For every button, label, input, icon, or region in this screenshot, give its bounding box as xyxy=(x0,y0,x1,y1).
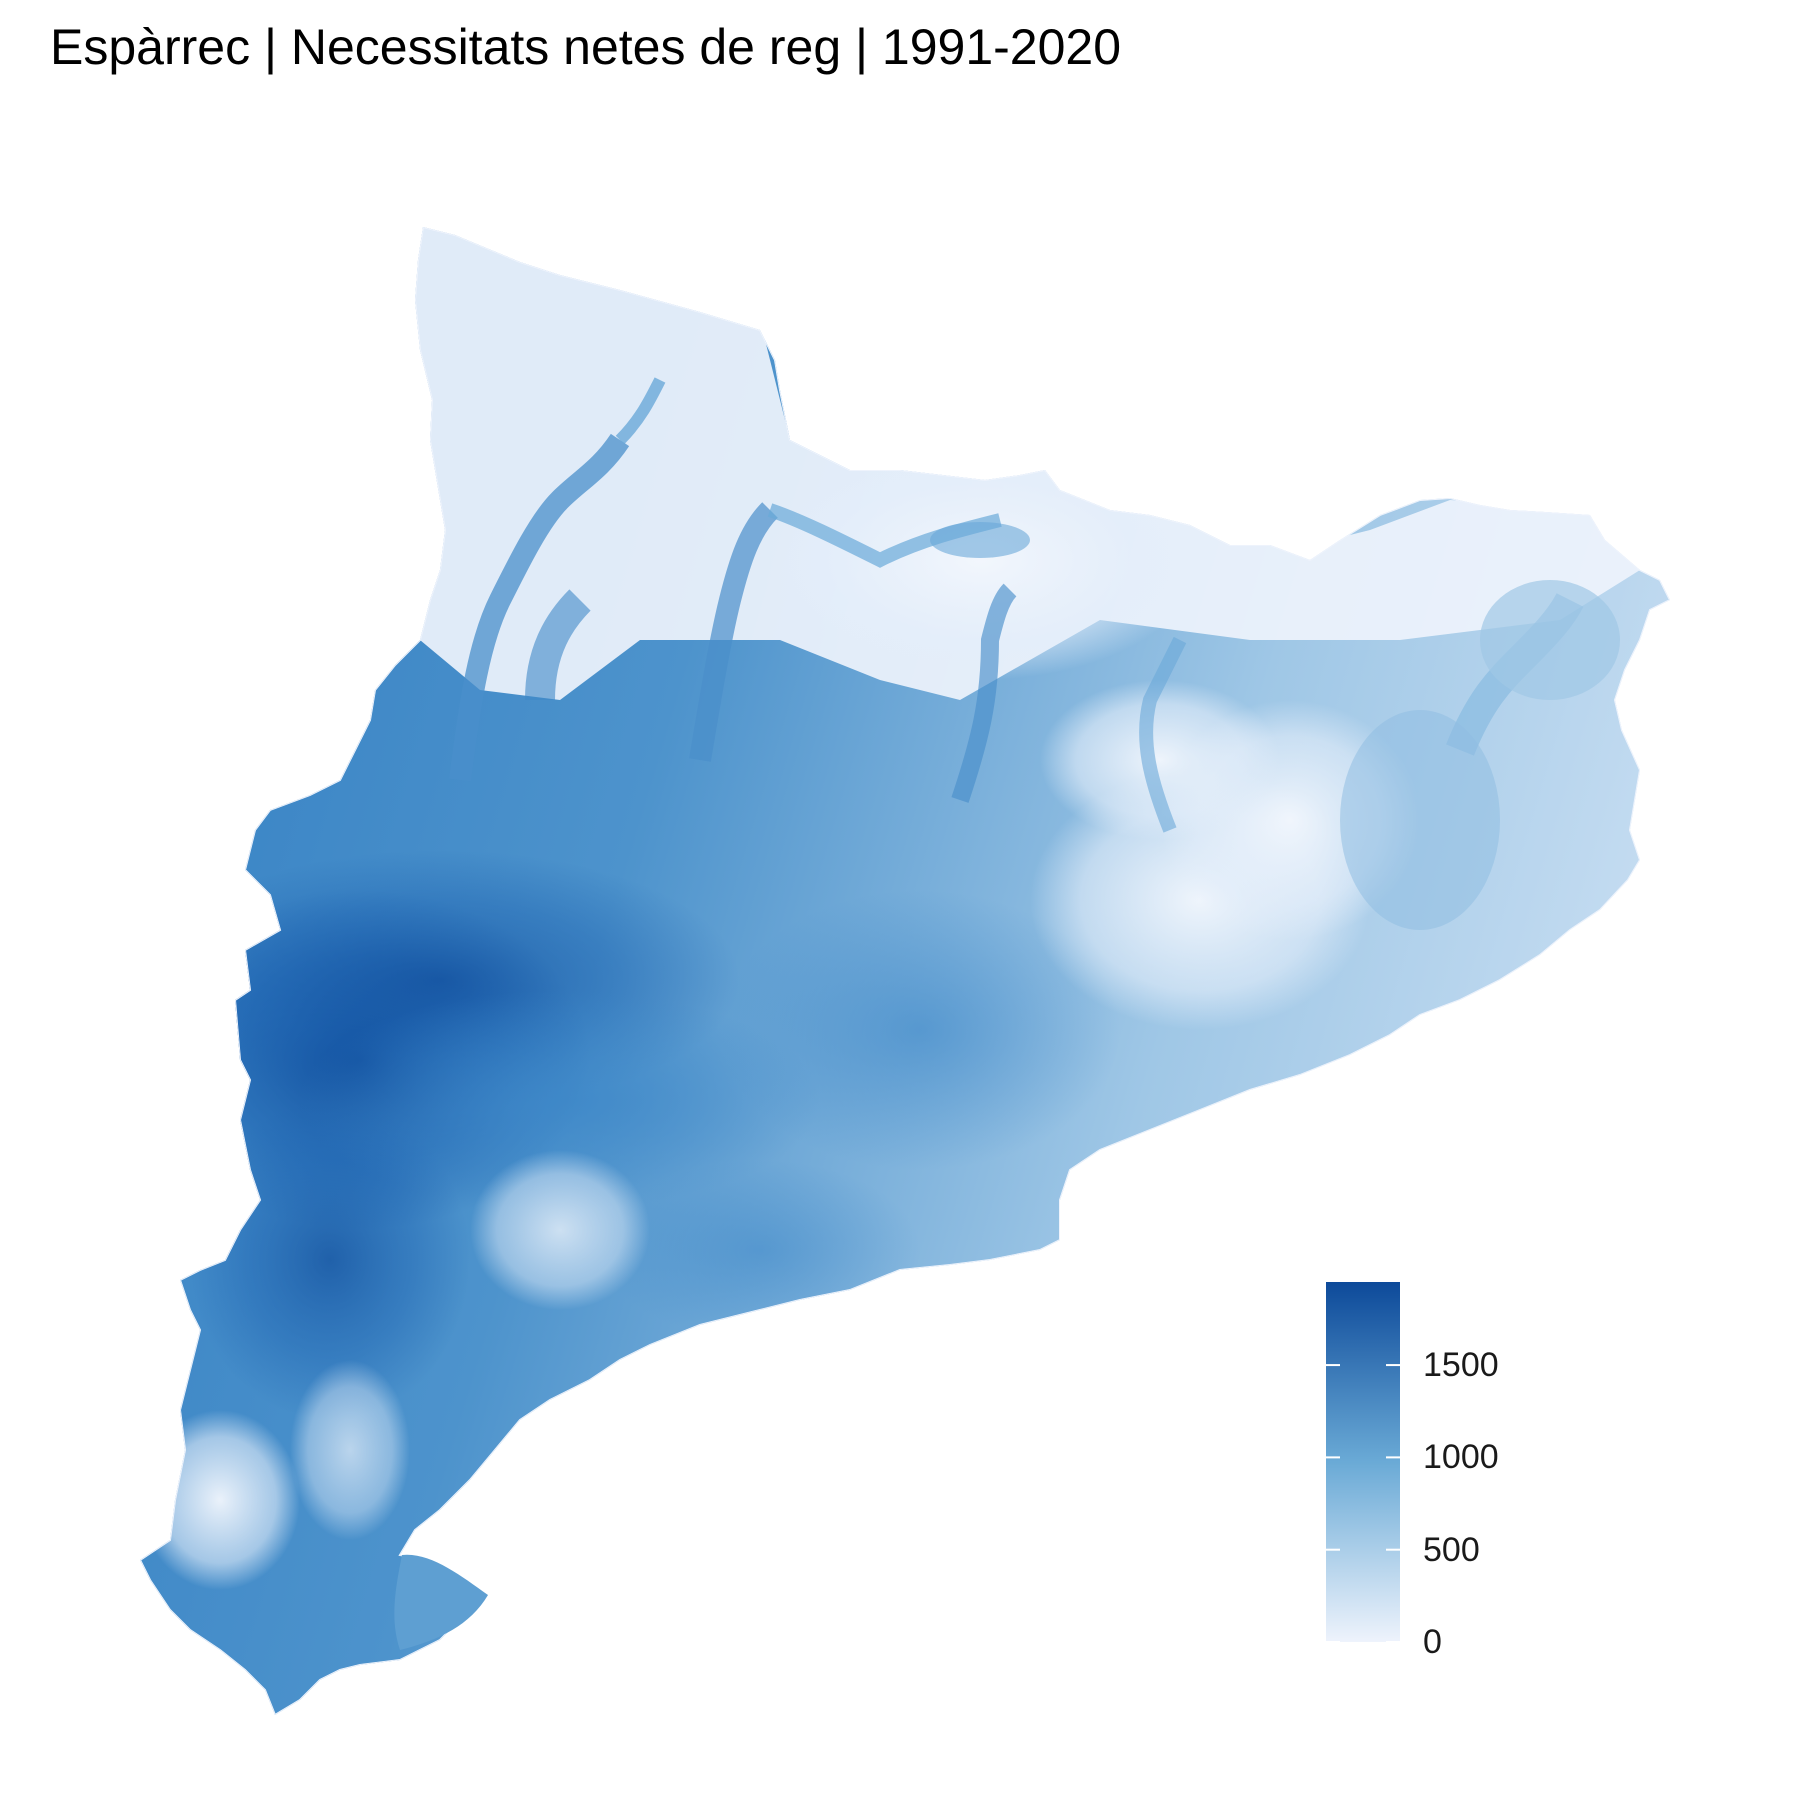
legend-colorbar xyxy=(1326,1282,1400,1642)
map-title: Espàrrec | Necessitats netes de reg | 19… xyxy=(50,19,1122,75)
color-legend: 1500 1000 500 0 xyxy=(1326,1282,1526,1662)
legend-tick-label: 1500 xyxy=(1423,1346,1499,1385)
legend-tick-label: 0 xyxy=(1423,1623,1442,1661)
legend-ticks xyxy=(1326,1364,1400,1642)
legend-tick-label: 500 xyxy=(1423,1530,1480,1569)
ebro-delta xyxy=(394,1554,488,1650)
legend-tick-label: 1000 xyxy=(1423,1438,1499,1477)
